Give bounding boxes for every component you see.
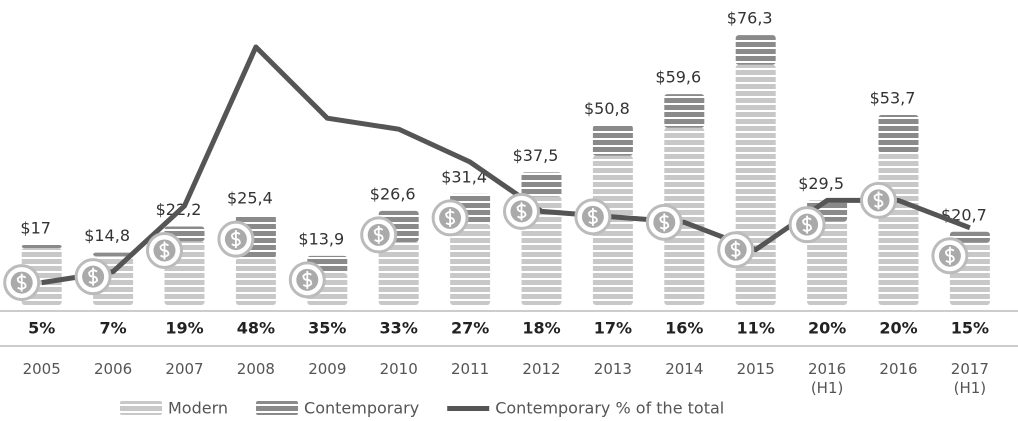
total-label: $76,3 <box>727 9 773 28</box>
total-label: $13,9 <box>298 229 344 248</box>
x-tick-label: 2014 <box>665 360 704 378</box>
bar-segment <box>450 223 491 305</box>
percent-label: 20% <box>879 319 917 338</box>
x-tick-label: 2008 <box>236 360 275 378</box>
coin-icon <box>516 202 527 221</box>
total-label: $37,5 <box>513 146 559 165</box>
bar-segment <box>735 64 776 306</box>
total-label: $29,5 <box>798 174 844 193</box>
percent-label: 17% <box>594 319 632 338</box>
percent-label: 20% <box>808 319 846 338</box>
bar-segment <box>664 127 705 306</box>
percent-label: 5% <box>28 319 55 338</box>
bar-segment <box>521 172 562 197</box>
percent-label: 33% <box>380 319 418 338</box>
x-tick-label: 2007 <box>165 360 204 378</box>
bar-segment <box>592 155 633 305</box>
legend-swatch <box>120 401 162 415</box>
legend-swatch <box>447 406 490 411</box>
bar-segment <box>735 35 776 65</box>
coin-icon <box>587 207 598 226</box>
percent-label: 7% <box>100 319 127 338</box>
total-label: $26,6 <box>370 184 416 203</box>
coin-icon <box>16 273 27 292</box>
coin-icon <box>445 208 456 227</box>
bar-segment <box>949 231 990 243</box>
total-label: $17 <box>20 218 51 237</box>
legend-label: Contemporary % of the total <box>495 399 724 418</box>
coin-icon <box>88 267 99 286</box>
bar-segment <box>21 244 62 249</box>
legend-label: Modern <box>168 399 228 418</box>
bar-segment <box>878 152 919 305</box>
coin-icon <box>944 246 955 265</box>
x-tick-label: 2009 <box>308 360 347 378</box>
x-tick-label: 2011 <box>451 360 490 378</box>
x-tick-label: 2013 <box>593 360 632 378</box>
total-label: $50,8 <box>584 99 630 118</box>
percent-label: 48% <box>237 319 275 338</box>
coin-icon <box>373 225 384 244</box>
percent-label: 35% <box>308 319 346 338</box>
percent-label: 27% <box>451 319 489 338</box>
x-tick-label: 2010 <box>379 360 418 378</box>
bar-segment <box>664 94 705 128</box>
legend-swatch <box>256 401 299 415</box>
bar-segment <box>592 125 633 156</box>
coin-icon <box>659 213 670 232</box>
total-label: $31,4 <box>441 167 487 186</box>
x-tick-label: 2005 <box>22 360 61 378</box>
x-tick-label: 2012 <box>522 360 561 378</box>
total-label: $59,6 <box>655 68 701 87</box>
total-label: $25,4 <box>227 189 273 208</box>
legend-label: Contemporary <box>304 399 419 418</box>
x-tick-label: 2016 <box>879 360 918 378</box>
x-tick-label: 2016 (H1) <box>808 360 847 397</box>
percent-label: 15% <box>951 319 989 338</box>
coin-icon <box>302 270 313 289</box>
bar-segment <box>93 252 134 257</box>
bar-segment <box>378 242 419 305</box>
coin-icon <box>230 230 241 249</box>
percent-label: 16% <box>665 319 703 338</box>
x-tick-label: 2017 (H1) <box>950 360 989 397</box>
total-label: $14,8 <box>84 226 130 245</box>
coin-icon <box>873 191 884 210</box>
total-label: $53,7 <box>870 89 916 108</box>
percent-label: 19% <box>165 319 203 338</box>
bar-segment <box>878 115 919 153</box>
coin-icon <box>802 215 813 234</box>
bar-segment <box>235 258 276 305</box>
coin-icon <box>159 241 170 260</box>
x-tick-label: 2015 <box>736 360 775 378</box>
percent-label: 18% <box>522 319 560 338</box>
coin-icon <box>730 240 741 259</box>
x-tick-label: 2006 <box>94 360 133 378</box>
bar-segment <box>807 221 848 305</box>
percent-label: 11% <box>737 319 775 338</box>
